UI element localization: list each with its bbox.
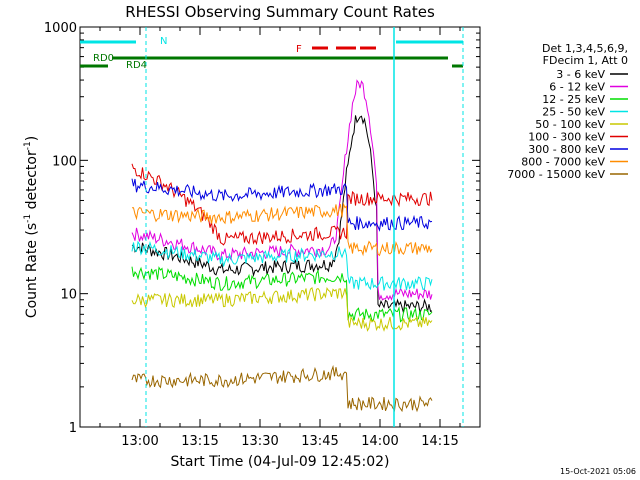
x-axis: 13:00 13:15 13:30 13:45 14:00 14:15	[79, 27, 481, 449]
legend-entry-label: 800 - 7000 keV	[521, 156, 605, 169]
y-tick-label: 100	[52, 154, 77, 169]
y-tick-label: 1000	[44, 21, 77, 36]
series-line-50-100keV	[131, 287, 433, 332]
x-axis-label: Start Time (04-Jul-09 12:45:02)	[170, 454, 389, 470]
x-tick-label: 13:45	[301, 434, 338, 449]
y-tick-label: 10	[60, 288, 77, 303]
legend: Det 1,3,4,5,6,9,FDecim 1, Att 03 - 6 keV…	[507, 42, 628, 181]
legend-entry-label: 25 - 50 keV	[542, 106, 605, 119]
rd4-label: RD4	[126, 60, 147, 71]
legend-entry-label: 300 - 800 keV	[528, 143, 605, 156]
legend-header-line: FDecim 1, Att 0	[543, 54, 628, 67]
x-tick-label: 13:15	[181, 434, 218, 449]
series-line-800-7000keV	[132, 202, 433, 257]
legend-entry-label: 6 - 12 keV	[549, 81, 605, 94]
y-tick-label: 1	[69, 421, 77, 436]
series-lines	[131, 79, 433, 413]
x-tick-label: 14:15	[421, 434, 458, 449]
series-line-25-50keV	[131, 240, 433, 291]
chart-title: RHESSI Observing Summary Count Rates	[125, 3, 435, 21]
timestamp: 15-Oct-2021 05:06	[560, 467, 636, 476]
f-label: F	[296, 44, 302, 55]
legend-entry-label: 50 - 100 keV	[535, 118, 605, 131]
series-line-6-12keV	[131, 79, 433, 301]
rd0-label: RD0	[93, 53, 114, 64]
legend-entry-label: 100 - 300 keV	[528, 131, 605, 144]
x-tick-label: 14:00	[361, 434, 398, 449]
series-line-12-25keV	[131, 266, 433, 323]
legend-header-line: Det 1,3,4,5,6,9,	[542, 42, 628, 55]
x-tick-label: 13:30	[241, 434, 278, 449]
x-tick-label: 13:00	[121, 434, 158, 449]
y-axis: 1 10 100 1000	[44, 21, 480, 436]
plot-frame	[79, 26, 481, 428]
series-line-7000-15000keV	[131, 364, 433, 413]
series-line-100-300keV	[131, 163, 433, 246]
overlays	[80, 27, 464, 427]
legend-entry-label: 7000 - 15000 keV	[507, 168, 605, 181]
series-line-300-800keV	[131, 178, 433, 232]
legend-entry-label: 3 - 6 keV	[556, 68, 605, 81]
y-axis-label: Count Rate (s-1 detector-1)	[23, 136, 40, 318]
n-label: N	[160, 36, 167, 47]
legend-entry-label: 12 - 25 keV	[542, 93, 605, 106]
